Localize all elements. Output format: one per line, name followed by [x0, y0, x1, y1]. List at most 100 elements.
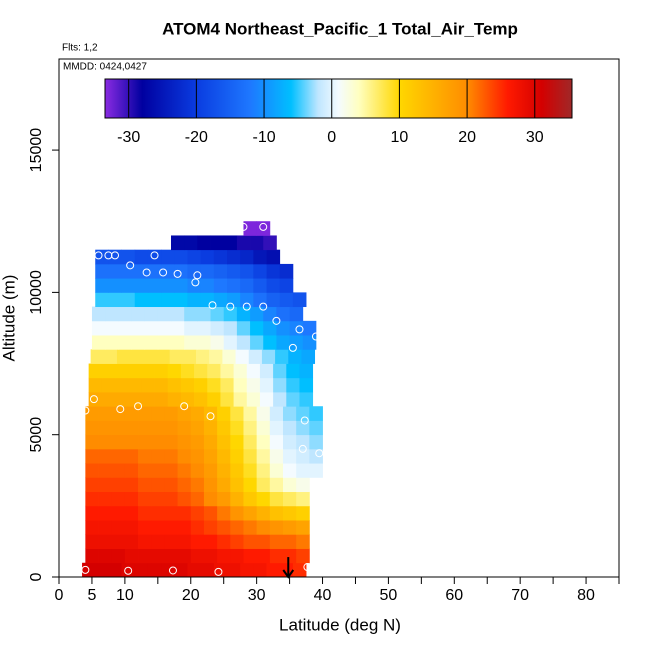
heat-cell — [243, 221, 258, 236]
heat-cell — [283, 534, 297, 549]
heat-cell — [177, 448, 192, 464]
heat-cell — [154, 363, 169, 379]
heat-cell — [276, 335, 290, 350]
heat-cell — [197, 335, 211, 350]
heat-cell — [124, 491, 139, 507]
heat-cell — [269, 491, 284, 507]
heat-cell — [98, 463, 113, 478]
heat-cell — [256, 448, 271, 464]
heat-cell — [141, 363, 155, 379]
heat-cell — [273, 377, 287, 393]
heat-cell — [227, 562, 241, 578]
heat-cell — [266, 278, 281, 293]
heat-cell — [309, 463, 323, 478]
heat-cell — [203, 434, 218, 450]
heat-cell — [138, 520, 152, 535]
heat-cell — [196, 349, 210, 364]
heat-cell — [124, 548, 139, 564]
x-tick-label: 70 — [511, 587, 529, 604]
heat-cell — [296, 463, 310, 478]
heat-cell — [85, 420, 99, 436]
heat-cell — [190, 406, 205, 421]
heat-cell — [220, 392, 234, 407]
heat-cell — [220, 377, 234, 393]
heat-cell — [283, 420, 297, 436]
flight-point — [134, 402, 143, 411]
heat-cell — [105, 320, 119, 336]
heat-cell — [230, 434, 244, 450]
heat-cell — [217, 505, 231, 521]
heat-cell — [235, 349, 250, 364]
heat-cell — [164, 463, 178, 478]
heat-cell — [190, 534, 205, 549]
heat-cell — [269, 520, 284, 535]
heat-cell — [184, 335, 198, 350]
heat-cell — [227, 249, 241, 265]
heat-cell — [105, 335, 119, 350]
heat-cell — [243, 534, 258, 549]
heat-cell — [164, 491, 178, 507]
heat-cell — [177, 406, 192, 421]
heat-cell — [296, 448, 310, 464]
heat-cell — [197, 306, 211, 322]
heat-cell — [151, 548, 165, 564]
heat-cell — [115, 363, 129, 379]
heat-cell — [200, 562, 215, 578]
heat-cell — [259, 392, 274, 407]
heat-cell — [275, 349, 289, 364]
heat-cell — [299, 377, 314, 393]
heat-cell — [253, 249, 267, 265]
heat-cell — [256, 434, 271, 450]
heat-cell — [144, 335, 159, 350]
heat-cell — [118, 320, 132, 336]
flight-point — [303, 563, 312, 572]
heat-cell — [256, 477, 271, 493]
heat-cell — [240, 292, 254, 308]
heat-cell — [98, 477, 113, 493]
heat-cell — [222, 349, 236, 364]
heat-cell — [187, 249, 202, 265]
heat-cell — [283, 434, 297, 450]
heat-cell — [177, 434, 192, 450]
heat-cell — [250, 306, 264, 322]
heat-cell — [108, 278, 122, 293]
flight-point — [272, 316, 281, 325]
heat-cell — [190, 491, 205, 507]
heat-cell — [217, 406, 231, 421]
heat-cell — [167, 363, 182, 379]
x-tick-label: 10 — [116, 587, 134, 604]
heat-cell — [217, 448, 231, 464]
heat-cell — [118, 335, 132, 350]
heat-cell — [91, 306, 106, 322]
flight-point — [208, 301, 217, 310]
heat-cell — [131, 335, 146, 350]
heat-cell — [213, 292, 228, 308]
heat-cell — [121, 278, 136, 293]
heat-cell — [223, 235, 238, 251]
heat-cell — [187, 292, 202, 308]
heat-cell — [151, 448, 165, 464]
heat-cell — [200, 263, 215, 279]
colorbar-tick-label: 30 — [526, 129, 544, 146]
flight-point — [126, 261, 135, 270]
heat-cell — [210, 320, 225, 336]
heat-cell — [286, 363, 300, 379]
heat-cell — [124, 477, 139, 493]
heat-cell — [85, 491, 99, 507]
heat-cell — [273, 392, 287, 407]
heat-cell — [203, 534, 218, 549]
heat-cell — [256, 548, 271, 564]
heat-cell — [174, 292, 188, 308]
heat-cell — [134, 263, 149, 279]
heat-cell — [190, 548, 205, 564]
heat-cell — [85, 505, 99, 521]
heat-cell — [177, 420, 192, 436]
heat-cell — [95, 278, 109, 293]
heat-cell — [98, 406, 113, 421]
heat-cell — [85, 534, 99, 549]
heat-cell — [138, 463, 152, 478]
heat-cell — [246, 377, 261, 393]
heat-cell — [147, 263, 162, 279]
heat-cell — [174, 249, 188, 265]
flight-point — [81, 406, 90, 415]
